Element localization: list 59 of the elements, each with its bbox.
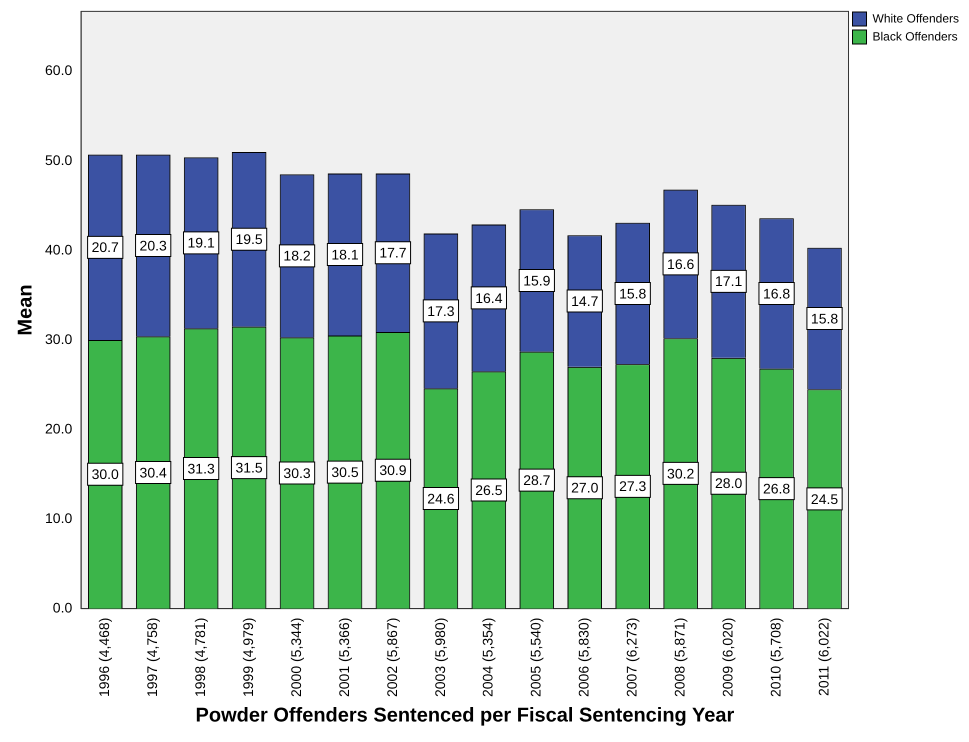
data-label: 17.3 (427, 302, 455, 319)
data-label: 30.0 (92, 466, 120, 482)
data-label: 15.8 (619, 285, 647, 302)
data-label: 24.6 (427, 490, 455, 506)
y-tick-label: 30.0 (45, 330, 72, 347)
x-tick-label: 2010 (5,708) (767, 618, 784, 698)
y-tick-label: 10.0 (45, 510, 72, 526)
data-label: 18.1 (331, 246, 359, 262)
x-tick-label: 2001 (5,366) (336, 618, 352, 698)
data-label: 15.9 (523, 272, 551, 288)
data-label: 17.7 (379, 244, 407, 261)
data-label: 28.0 (715, 475, 742, 492)
x-tick-label: 1998 (4,781) (192, 618, 208, 698)
x-tick-label: 1996 (4,468) (96, 618, 112, 698)
data-label: 24.5 (810, 490, 838, 507)
x-tick-label: 2003 (5,980) (432, 618, 448, 698)
legend-label: Black Offenders (872, 29, 958, 44)
data-label: 14.7 (571, 292, 599, 309)
data-label: 31.5 (235, 459, 263, 476)
x-tick-label: 1999 (4,979) (240, 618, 256, 698)
data-label: 15.8 (810, 310, 838, 326)
x-tick-label: 2004 (5,354) (480, 618, 496, 698)
y-tick-label: 60.0 (45, 62, 72, 78)
x-tick-label: 2002 (5,867) (384, 618, 400, 698)
x-tick-label: 2011 (6,022) (815, 618, 832, 696)
x-tick-label: 2006 (5,830) (576, 618, 592, 698)
x-axis-title: Powder Offenders Sentenced per Fiscal Sentencing Year (196, 704, 734, 727)
x-tick-label: 2009 (6,020) (719, 618, 736, 698)
legend-label: White Offenders (872, 11, 959, 26)
data-label: 18.2 (283, 248, 311, 264)
x-tick-label: 1997 (4,758) (144, 618, 160, 698)
data-label: 19.5 (235, 231, 263, 248)
data-label: 30.5 (331, 464, 359, 480)
data-label: 27.0 (571, 480, 599, 496)
y-tick-label: 0.0 (52, 599, 72, 616)
data-label: 20.7 (92, 239, 120, 256)
data-label: 16.4 (475, 290, 503, 306)
data-label: 20.3 (140, 237, 168, 254)
data-label: 16.6 (667, 256, 695, 272)
data-label: 30.3 (283, 464, 311, 481)
data-label: 16.8 (762, 285, 790, 302)
data-label: 26.5 (475, 482, 503, 498)
data-label: 27.3 (619, 478, 647, 494)
data-label: 26.8 (762, 480, 790, 496)
data-label: 30.2 (667, 465, 695, 482)
x-tick-label: 2008 (5,871) (672, 618, 688, 698)
data-label: 17.1 (715, 273, 742, 290)
data-label: 30.4 (140, 464, 168, 480)
y-tick-label: 20.0 (45, 420, 72, 436)
x-tick-label: 2007 (6,273) (624, 618, 640, 698)
data-label: 30.9 (379, 462, 407, 478)
x-tick-label: 2005 (5,540) (528, 618, 544, 698)
y-axis-title: Mean (14, 284, 37, 336)
x-tick-label: 2000 (5,344) (288, 618, 304, 698)
y-tick-label: 40.0 (45, 241, 72, 258)
data-label: 31.3 (188, 460, 215, 476)
y-tick-label: 50.0 (45, 152, 72, 168)
data-label: 28.7 (523, 472, 551, 488)
data-label: 19.1 (188, 234, 215, 251)
